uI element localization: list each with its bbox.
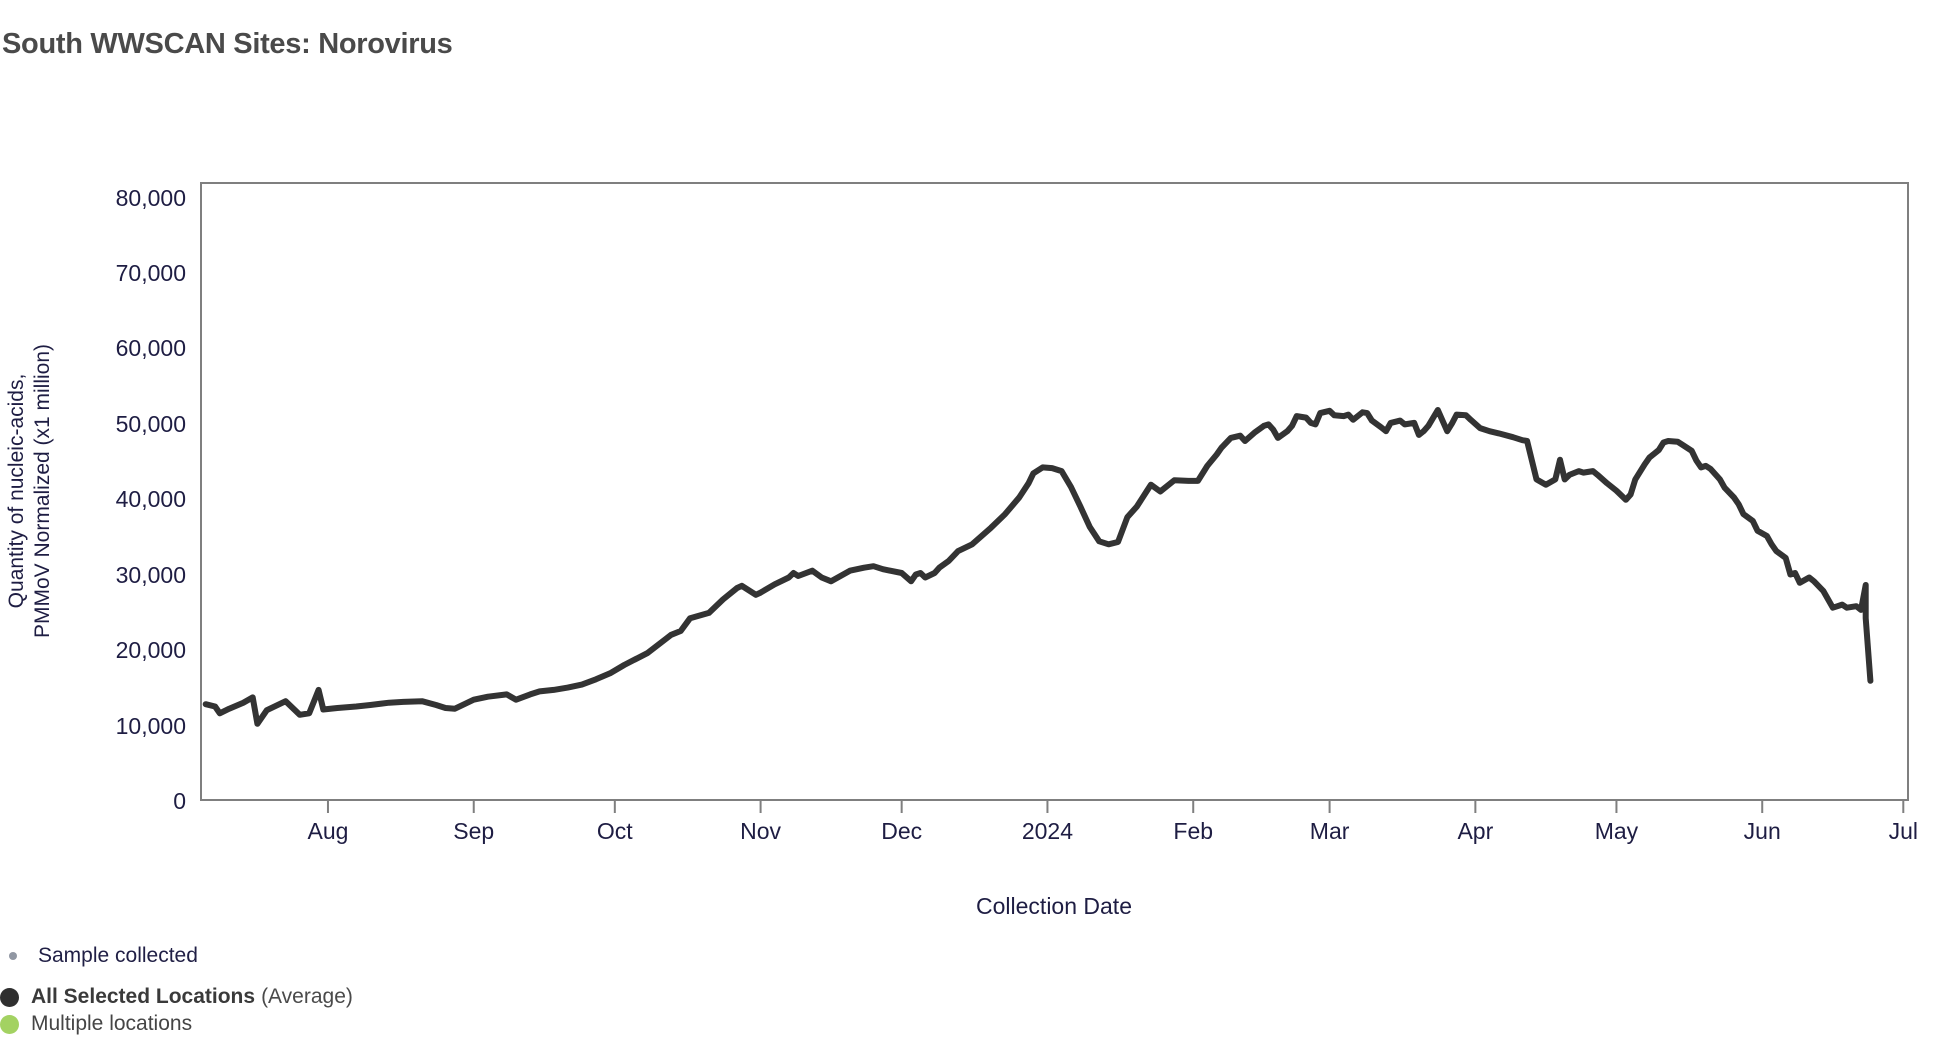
legend-label-suffix: (Average) [261, 985, 353, 1008]
sample-collected-dot-icon [9, 952, 17, 960]
x-tick-label: Feb [1173, 818, 1214, 844]
norovirus-trend-line[interactable] [202, 407, 1874, 727]
y-tick-label: 60,000 [115, 335, 186, 362]
legend-item-sample-collected[interactable]: Sample collected [0, 943, 198, 969]
legend-item-multiple-locations[interactable]: Multiple locations [0, 1011, 192, 1037]
x-tick-label: Dec [881, 818, 923, 844]
legend-label: All Selected Locations [31, 985, 256, 1008]
x-tick-label: Apr [1457, 818, 1494, 844]
x-tick-label: Oct [596, 818, 633, 844]
y-axis-title: Quantity of nucleic-acids, PMMoV Normali… [4, 344, 56, 638]
x-tick-label: Sep [453, 818, 495, 844]
y-tick-label: 0 [173, 788, 186, 814]
y-tick-label: 70,000 [115, 260, 186, 286]
y-tick-label: 50,000 [115, 410, 186, 437]
y-axis-title-line2: PMMoV Normalized (x1 million) [31, 343, 54, 639]
y-tick-label: 40,000 [115, 486, 186, 513]
x-tick-label: Jun [1743, 818, 1781, 844]
x-tick-label: Mar [1309, 818, 1350, 844]
x-tick-label: Jul [1888, 818, 1918, 844]
x-axis-title: Collection Date [976, 893, 1132, 919]
all-selected-locations-dot-icon [0, 987, 19, 1007]
x-tick-label: Nov [740, 818, 782, 844]
x-tick-label: May [1594, 818, 1639, 844]
y-axis-title-line1: Quantity of nucleic-acids, [5, 373, 28, 609]
legend-label: Sample collected [38, 944, 198, 967]
multiple-locations-dot-icon [0, 1014, 19, 1034]
y-tick-label: 20,000 [115, 637, 186, 664]
x-tick-label: 2024 [1021, 818, 1074, 844]
x-tick-label: Aug [307, 818, 349, 844]
legend-label: Multiple locations [31, 1012, 193, 1035]
y-tick-label: 30,000 [115, 561, 186, 588]
y-tick-label: 10,000 [115, 712, 186, 739]
y-tick-label: 80,000 [115, 184, 186, 211]
x-axis-ticks [326, 801, 1905, 813]
plot-border [200, 182, 1909, 801]
page-title: South WWSCAN Sites: Norovirus [2, 28, 453, 60]
legend-item-all-selected-locations[interactable]: All Selected Locations (Average) [0, 984, 353, 1010]
